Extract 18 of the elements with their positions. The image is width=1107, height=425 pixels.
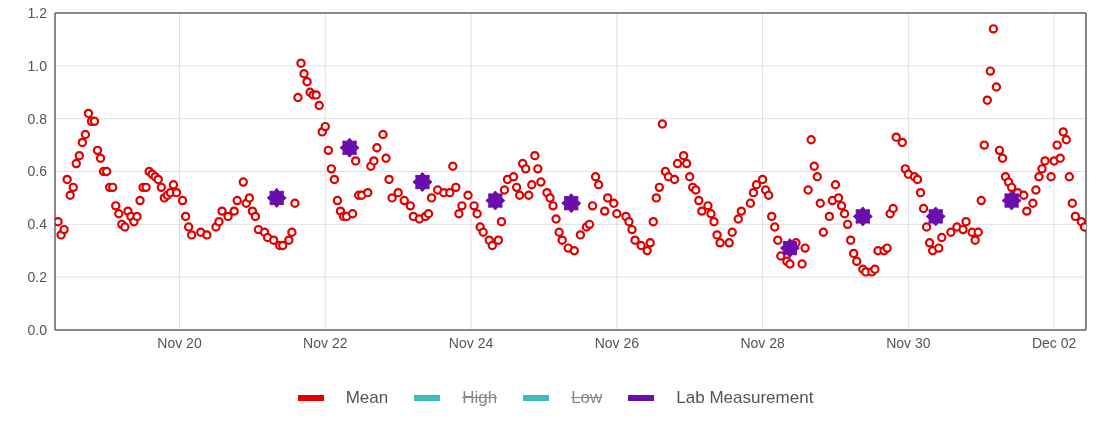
y-tick-label: 0.6 <box>27 163 48 180</box>
legend-label: Lab Measurement <box>676 388 814 408</box>
x-tick-label: Nov 26 <box>594 334 640 351</box>
legend-label: High <box>462 388 498 408</box>
x-tick-label: Nov 24 <box>448 334 494 351</box>
y-tick-label: 0.8 <box>27 110 48 127</box>
y-tick-label: 1.2 <box>27 4 48 21</box>
x-tick-label: Nov 22 <box>303 334 348 351</box>
x-tick-label: Nov 20 <box>157 334 202 351</box>
y-tick-label: 1.0 <box>27 57 48 74</box>
y-tick-label: 0.4 <box>27 216 48 233</box>
x-tick-label: Dec 02 <box>1031 334 1077 351</box>
legend-label: Low <box>571 388 603 408</box>
legend-label: Mean <box>345 388 389 408</box>
x-tick-label: Nov 28 <box>740 334 785 351</box>
y-tick-label: 0.2 <box>27 269 48 286</box>
y-tick-label: 0.0 <box>27 321 48 338</box>
x-tick-label: Nov 30 <box>886 334 931 351</box>
